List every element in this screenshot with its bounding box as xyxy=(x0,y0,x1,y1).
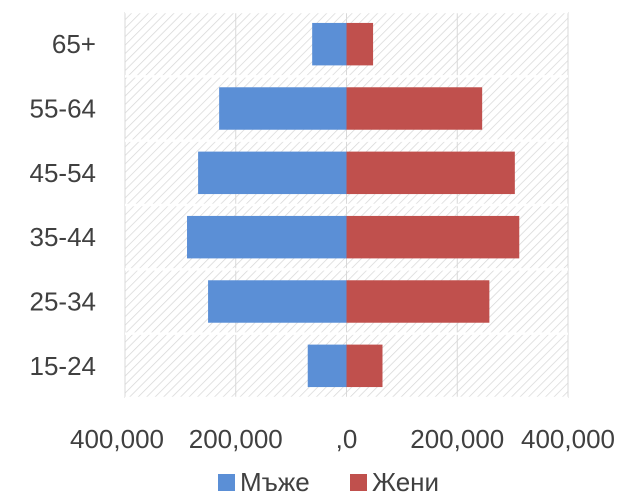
bar-women-15-24 xyxy=(346,344,383,388)
bar-men-55-64 xyxy=(219,87,347,130)
bar-women-25-34 xyxy=(346,280,490,323)
category-label: 45-54 xyxy=(30,158,97,188)
legend-label: Мъже xyxy=(240,467,310,494)
x-tick-label: 400,000 xyxy=(70,424,164,454)
bar-men-35-44 xyxy=(187,215,347,259)
x-tick-label: 400,000 xyxy=(521,424,615,454)
x-tick-labels: 400,000 200,000 ,0 200,000 400,000 xyxy=(70,424,615,454)
bar-women-65+ xyxy=(346,22,374,66)
category-label: 15-24 xyxy=(30,351,97,381)
legend-swatch xyxy=(350,474,367,491)
x-tick-label: 200,000 xyxy=(189,424,283,454)
bar-women-55-64 xyxy=(346,87,483,130)
bar-men-25-34 xyxy=(208,280,347,323)
bar-men-65+ xyxy=(312,22,347,66)
category-label: 25-34 xyxy=(30,287,97,317)
legend-swatch xyxy=(218,474,235,491)
x-tick-label: ,0 xyxy=(336,424,358,454)
category-label: 55-64 xyxy=(30,94,97,124)
category-label: 35-44 xyxy=(30,222,97,252)
bars xyxy=(187,22,520,388)
bar-women-45-54 xyxy=(346,151,515,195)
bar-men-15-24 xyxy=(307,344,347,388)
legend: Мъже Жени xyxy=(218,467,439,494)
category-labels: 15-24 25-34 35-44 45-54 55-64 65+ xyxy=(30,29,97,381)
bar-men-45-54 xyxy=(198,151,347,195)
category-label: 65+ xyxy=(52,29,96,59)
legend-label: Жени xyxy=(372,467,439,494)
x-tick-label: 200,000 xyxy=(410,424,504,454)
gridlines xyxy=(124,10,569,400)
bar-women-35-44 xyxy=(346,215,520,259)
